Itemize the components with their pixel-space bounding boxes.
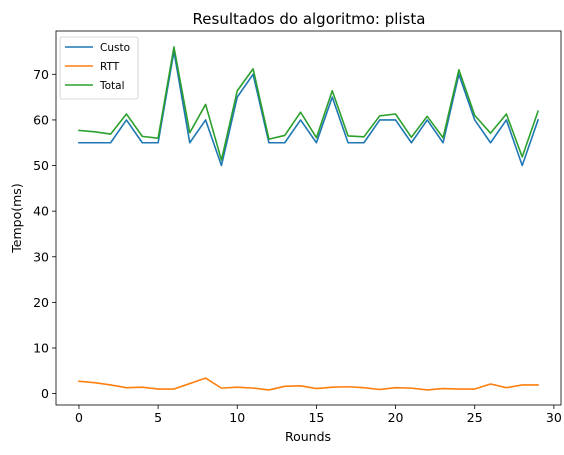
legend: Custo RTT Total <box>59 36 139 100</box>
x-tick-label: 0 <box>75 410 83 425</box>
legend-box <box>59 36 139 100</box>
legend-label-custo: Custo <box>100 42 130 54</box>
x-tick-label: 30 <box>546 410 562 425</box>
y-tick-label: 10 <box>33 340 49 355</box>
plot-area <box>55 30 562 406</box>
y-tick-label: 50 <box>33 158 49 173</box>
series-line-custo <box>78 50 540 167</box>
y-tick-label: 60 <box>33 112 49 127</box>
y-axis-label: Tempo(ms) <box>9 183 24 253</box>
y-tick-label: 0 <box>41 386 49 401</box>
x-axis-label: Rounds <box>285 429 331 444</box>
legend-label-total: Total <box>99 80 125 92</box>
y-tick-label: 30 <box>33 249 49 264</box>
y-tick-label: 20 <box>33 295 49 310</box>
y-axis: 0 10 20 30 40 50 60 70 <box>33 67 56 401</box>
x-tick-label: 5 <box>154 410 162 425</box>
series-line-rtt <box>78 377 539 391</box>
legend-label-rtt: RTT <box>100 61 120 73</box>
chart-title: Resultados do algoritmo: plista <box>193 10 426 28</box>
y-tick-label: 70 <box>33 67 49 82</box>
series-layer <box>78 46 540 391</box>
y-tick-label: 40 <box>33 204 49 219</box>
x-axis: 0 5 10 15 20 25 30 <box>75 405 562 425</box>
x-tick-label: 25 <box>467 410 483 425</box>
series-line-total <box>78 46 540 161</box>
axes-frame <box>55 30 562 406</box>
x-tick-label: 15 <box>308 410 324 425</box>
x-tick-label: 10 <box>229 410 245 425</box>
x-tick-label: 20 <box>388 410 404 425</box>
